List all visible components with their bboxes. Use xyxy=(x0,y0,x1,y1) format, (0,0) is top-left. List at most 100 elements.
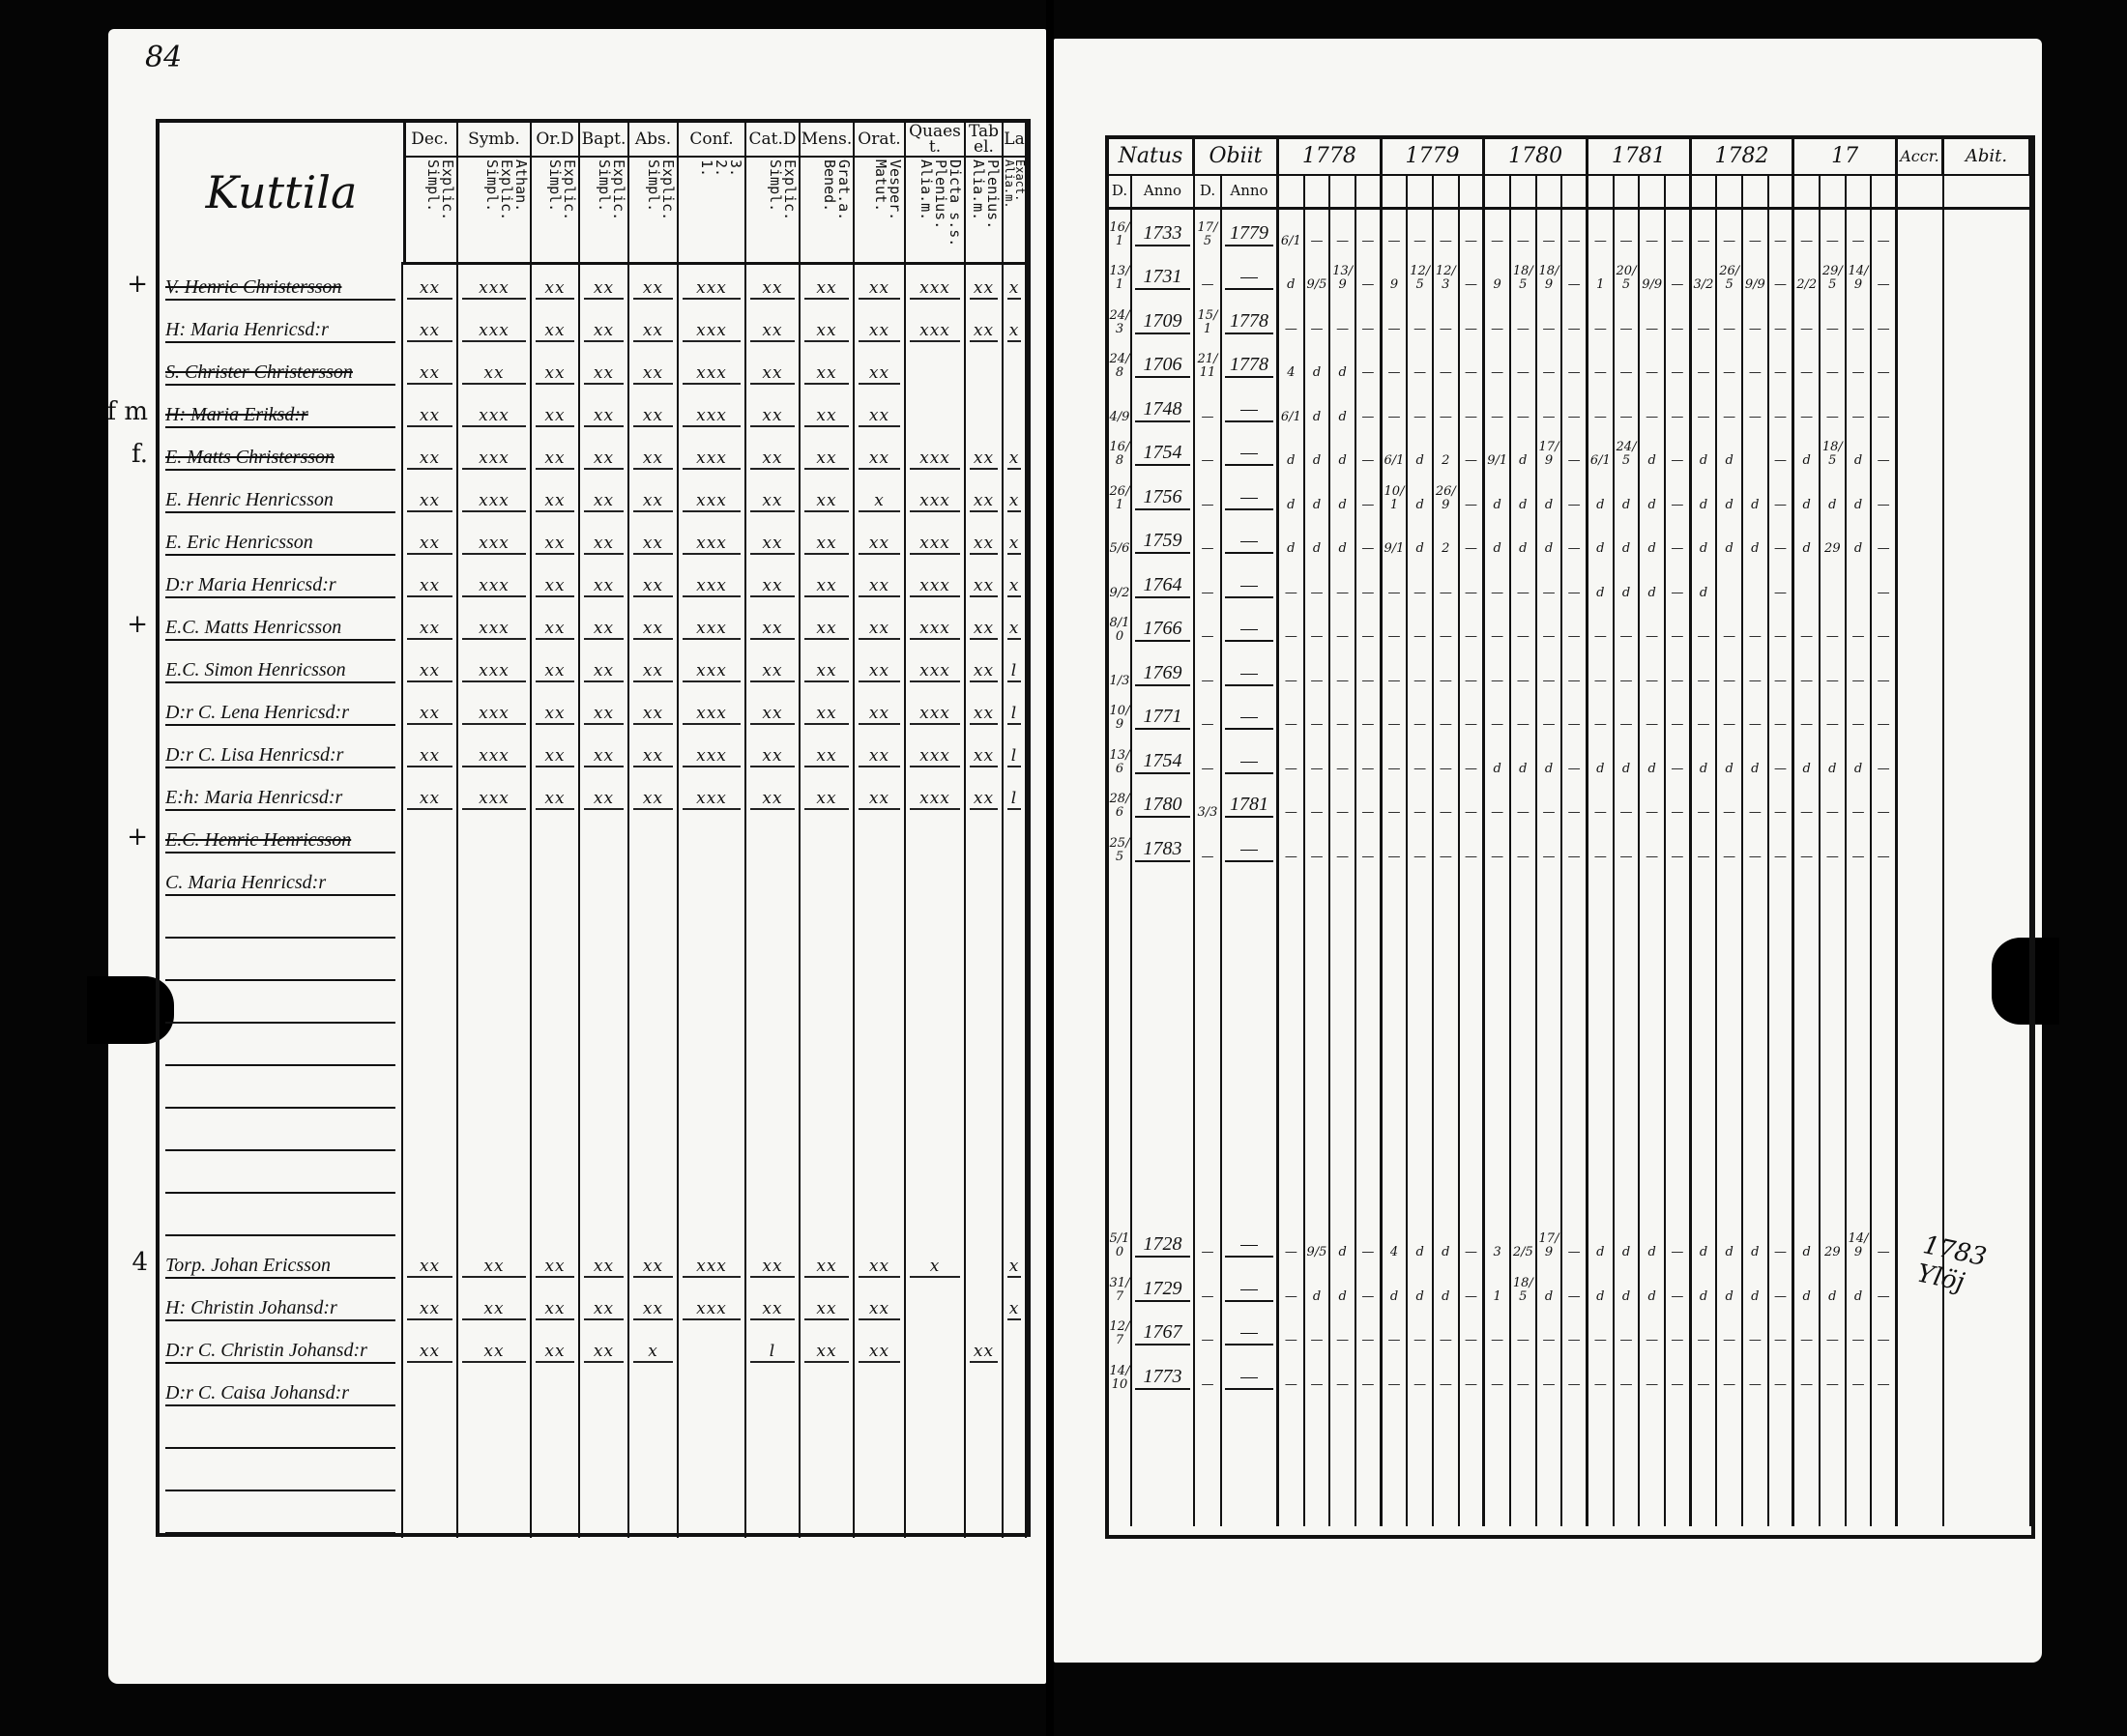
column-subtitle: Exact. Alia.m. xyxy=(1004,156,1027,262)
attendance-mark: — xyxy=(1825,409,1839,424)
attendance-cell: d xyxy=(1305,1262,1331,1307)
attendance-mark: — xyxy=(1387,585,1401,600)
attendance-cell: 9 xyxy=(1383,250,1409,295)
exam-mark: xxx xyxy=(910,491,960,512)
attendance-mark: — xyxy=(1542,717,1556,732)
blank-row xyxy=(1109,998,2031,1043)
attendance-mark: d xyxy=(1853,497,1863,512)
exam-mark-cell: xx xyxy=(629,432,679,475)
attendance-cell xyxy=(1847,866,1873,911)
name-cell: C. Maria Henricsd:r xyxy=(160,857,403,900)
attendance-cell xyxy=(1717,1394,1743,1438)
attendance-cell: d xyxy=(1330,514,1356,559)
column-title: Orat. xyxy=(855,123,906,156)
attendance-cell: 10/1 xyxy=(1383,471,1409,515)
attendance-cell xyxy=(1330,998,1356,1043)
attendance-cell: — xyxy=(1356,1350,1383,1395)
attendance-mark: — xyxy=(1310,805,1324,820)
attendance-cell xyxy=(1537,911,1563,955)
attendance-cell: — xyxy=(1847,690,1873,735)
attendance-mark: — xyxy=(1516,233,1530,248)
person-name: D:r Maria Henricsd:r xyxy=(165,574,395,598)
person-row: E.C. Simon Henricsson xx xxx xx xx xx xxx xx xx x… xyxy=(160,645,1027,687)
obiit-year-cell: 1778 xyxy=(1222,338,1279,383)
attendance-cell xyxy=(1615,911,1641,955)
person-name: E. Henric Henricsson xyxy=(165,489,395,513)
accr-cell xyxy=(1898,1130,1944,1174)
attendance-mark: — xyxy=(1567,1245,1581,1259)
attendance-cell: — xyxy=(1305,559,1331,603)
attendance-cell: — xyxy=(1717,295,1743,339)
exam-mark: xx xyxy=(407,789,452,810)
natus-day-cell: 1/3 xyxy=(1109,647,1132,691)
exam-mark-cell: xx xyxy=(403,772,458,815)
attendance-cell xyxy=(1692,1482,1718,1526)
exam-mark: xxx xyxy=(462,406,526,427)
attendance-cell xyxy=(1434,954,1460,998)
attendance-cell: d xyxy=(1615,1218,1641,1262)
exam-mark: x xyxy=(859,491,900,512)
attendance-cell: — xyxy=(1460,1350,1486,1395)
natus-day-cell: 10/9 xyxy=(1109,690,1132,735)
attendance-cell: — xyxy=(1872,559,1898,603)
attendance-cell xyxy=(1615,1086,1641,1131)
attendance-mark: — xyxy=(1877,365,1890,380)
attendance-mark: d xyxy=(1415,453,1424,468)
natus-year-cell: 1756 xyxy=(1132,471,1195,515)
attendance-cell: — xyxy=(1460,559,1486,603)
attendance-cell xyxy=(1537,1482,1563,1526)
obiit-day-cell xyxy=(1195,1482,1222,1526)
person-row: D:r C. Lisa Henricsd:r xx xxx xx xx xx xxx xx xx… xyxy=(160,730,1027,772)
exam-mark-cell xyxy=(906,1283,966,1325)
exam-mark: xx xyxy=(462,363,526,385)
exam-mark-cell: xx xyxy=(580,1283,629,1325)
exam-mark-cell: xx xyxy=(855,262,906,304)
attendance-cell xyxy=(1588,1482,1615,1526)
attendance-cell xyxy=(1743,911,1769,955)
attendance-mark: d xyxy=(1647,1245,1656,1259)
attendance-mark: — xyxy=(1567,233,1581,248)
attendance-cell xyxy=(1588,1130,1615,1174)
attendance-mark: 9 xyxy=(1389,277,1399,292)
exam-mark-cell xyxy=(966,1410,1004,1453)
exam-mark-cell xyxy=(629,900,679,942)
attendance-mark: — xyxy=(1825,717,1839,732)
attendance-cell: d xyxy=(1279,426,1305,471)
exam-mark-cell: xx xyxy=(966,730,1004,772)
attendance-mark: d xyxy=(1338,1288,1347,1304)
person-name xyxy=(165,1149,395,1151)
attendance-mark: — xyxy=(1851,1333,1865,1347)
attendance-cell: — xyxy=(1717,823,1743,867)
attendance-mark: d xyxy=(1853,453,1863,468)
attendance-mark: d xyxy=(1647,453,1656,468)
accr-cell xyxy=(1898,1086,1944,1131)
exam-mark: xx xyxy=(970,789,998,810)
exam-mark-cell: xxx xyxy=(679,602,746,645)
attendance-mark: — xyxy=(1516,849,1530,864)
attendance-cell xyxy=(1821,1174,1847,1219)
attendance-mark: — xyxy=(1877,1288,1890,1304)
date-row: 1/3 1769— — — — — — — — — — — — — — — — — — — — — — — — — — xyxy=(1109,647,2031,691)
attendance-mark: — xyxy=(1825,1333,1839,1347)
attendance-cell xyxy=(1794,1174,1821,1219)
exam-mark-cell xyxy=(1004,1410,1027,1453)
attendance-cell: d xyxy=(1640,471,1666,515)
attendance-mark: — xyxy=(1387,1376,1401,1392)
attendance-cell: d xyxy=(1537,1262,1563,1307)
exam-mark-cell xyxy=(532,1113,580,1155)
attendance-cell: — xyxy=(1279,778,1305,823)
attendance-mark: — xyxy=(1567,673,1581,688)
attendance-mark: 6/1 xyxy=(1589,453,1611,468)
exam-mark-cell xyxy=(1004,1070,1027,1113)
exam-mark: xxx xyxy=(683,1299,741,1320)
exam-mark-cell: xx xyxy=(746,645,801,687)
attendance-mark: — xyxy=(1748,409,1762,424)
blank-row xyxy=(160,1070,1027,1113)
exam-mark: xxx xyxy=(910,321,960,342)
exam-mark-cell: x xyxy=(629,1325,679,1368)
attendance-cell: d xyxy=(1511,735,1537,779)
attendance-mark: d xyxy=(1312,365,1322,380)
attendance-mark: — xyxy=(1284,1376,1297,1392)
attendance-cell: — xyxy=(1666,602,1692,647)
natus-day-cell xyxy=(1109,1394,1132,1438)
